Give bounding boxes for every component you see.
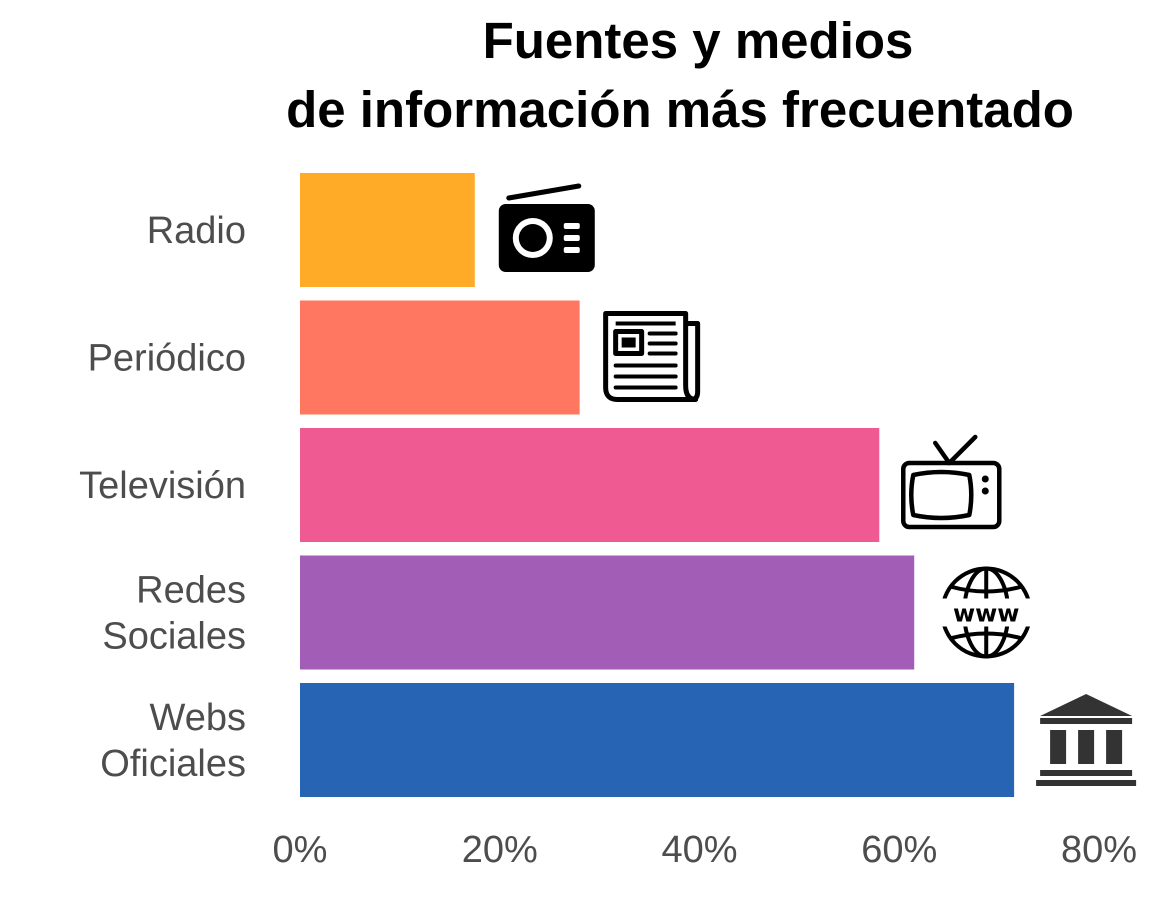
x-tick-label-0: 0% xyxy=(273,829,328,871)
government-building-icon xyxy=(1036,694,1137,786)
category-label-0-line-0: Radio xyxy=(147,210,246,252)
bar-3 xyxy=(300,555,915,670)
x-tick-label-1: 20% xyxy=(462,829,538,871)
x-tick-label-2: 40% xyxy=(661,829,737,871)
bar-2 xyxy=(300,428,880,542)
bar-4 xyxy=(300,683,1015,797)
category-label-3-line-1: Sociales xyxy=(102,616,246,658)
television-icon xyxy=(901,434,1002,530)
x-tick-label-4: 80% xyxy=(1061,829,1137,871)
bar-icons: www xyxy=(498,183,1137,786)
bars xyxy=(300,173,1015,797)
www-globe-icon: www xyxy=(938,566,1035,659)
newspaper-icon xyxy=(603,311,701,402)
chart-title: Fuentes y medios de información más frec… xyxy=(286,12,1074,138)
bar-1 xyxy=(300,300,580,415)
svg-text:www: www xyxy=(953,600,1020,628)
category-label-2-line-0: Televisión xyxy=(79,465,246,507)
x-tick-label-3: 60% xyxy=(861,829,937,871)
bar-0 xyxy=(300,173,475,287)
category-label-4-line-0: Webs xyxy=(150,697,246,739)
x-axis-ticks: 0% 20% 40% 60% 80% xyxy=(273,829,1137,871)
category-label-1-line-0: Periódico xyxy=(88,338,246,380)
category-label-4-line-1: Oficiales xyxy=(100,743,246,785)
chart-title-line-2: de información más frecuentado xyxy=(286,81,1074,138)
chart-title-line-1: Fuentes y medios xyxy=(483,12,914,69)
category-label-3-line-0: Redes xyxy=(136,570,246,612)
radio-icon xyxy=(498,183,595,272)
